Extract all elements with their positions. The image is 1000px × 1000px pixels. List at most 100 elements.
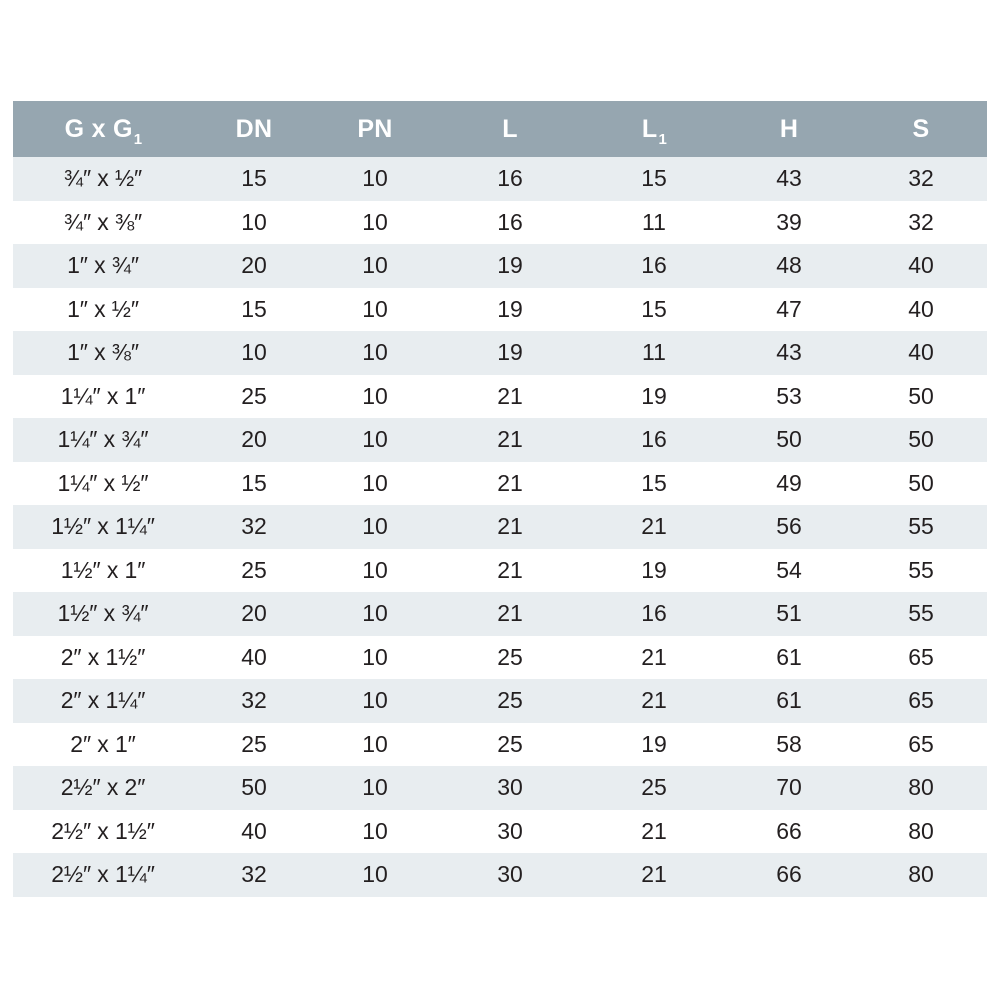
cell-h: 43 [776, 339, 802, 366]
cell-dn: 20 [241, 600, 267, 627]
column-header-subscript: 1 [658, 130, 668, 148]
column-header-gxg: G x G1 [13, 101, 193, 157]
cell-pn: 10 [362, 252, 388, 279]
cell-gxg: ¾″ x ½″ [63, 165, 143, 192]
cell-s: 80 [908, 861, 934, 888]
cell-pn: 10 [362, 469, 388, 496]
table-row: 1¼″ x 1″ 25 10 21 19 53 50 [13, 374, 987, 418]
cell-gxg: 1″ x ⅜″ [67, 339, 139, 366]
table-header: G x G1 DN PN L L1 H S [13, 101, 987, 157]
cell-pn: 10 [362, 295, 388, 322]
cell-s: 55 [908, 556, 934, 583]
cell-pn: 10 [362, 600, 388, 627]
cell-h: 39 [776, 208, 802, 235]
table-row: ¾″ x ⅜″ 10 10 16 11 39 32 [13, 200, 987, 244]
cell-s: 32 [908, 165, 934, 192]
cell-l1: 15 [641, 469, 667, 496]
cell-gxg: ¾″ x ⅜″ [63, 208, 143, 235]
cell-gxg: 1½″ x ¾″ [57, 600, 149, 627]
cell-l1: 16 [641, 600, 667, 627]
table-row: 2″ x 1″ 25 10 25 19 58 65 [13, 722, 987, 766]
table-row: 2″ x 1¼″ 32 10 25 21 61 65 [13, 679, 987, 723]
cell-dn: 20 [241, 426, 267, 453]
cell-l: 21 [497, 600, 523, 627]
column-header-label: L [641, 114, 658, 143]
column-header-label: L [502, 114, 518, 143]
cell-dn: 25 [241, 556, 267, 583]
table-row: 1″ x ½″ 15 10 19 15 47 40 [13, 287, 987, 331]
cell-l: 16 [497, 165, 523, 192]
cell-l: 19 [497, 295, 523, 322]
cell-s: 65 [908, 687, 934, 714]
cell-pn: 10 [362, 774, 388, 801]
cell-s: 55 [908, 600, 934, 627]
cell-l1: 11 [642, 208, 666, 235]
cell-l: 21 [497, 556, 523, 583]
cell-l1: 21 [641, 687, 667, 714]
cell-pn: 10 [362, 513, 388, 540]
cell-dn: 15 [241, 469, 267, 496]
cell-pn: 10 [362, 556, 388, 583]
cell-pn: 10 [362, 643, 388, 670]
column-header-dn: DN [193, 101, 315, 157]
column-header-h: H [723, 101, 855, 157]
cell-l1: 21 [641, 513, 667, 540]
cell-dn: 40 [241, 643, 267, 670]
cell-dn: 10 [241, 339, 267, 366]
cell-h: 49 [776, 469, 802, 496]
cell-dn: 32 [241, 513, 267, 540]
cell-l: 30 [497, 861, 523, 888]
specification-table-container: G x G1 DN PN L L1 H S ¾″ x ½″ 15 10 16 15 43 32 ¾″ x … [13, 101, 987, 897]
column-header-label: G x G [64, 114, 133, 143]
cell-dn: 50 [241, 774, 267, 801]
column-header-label: PN [357, 114, 393, 143]
cell-h: 48 [776, 252, 802, 279]
column-header-l: L [435, 101, 585, 157]
table-row: 1¼″ x ¾″ 20 10 21 16 50 50 [13, 418, 987, 462]
cell-gxg: 2½″ x 1½″ [51, 817, 155, 844]
cell-pn: 10 [362, 730, 388, 757]
cell-l1: 21 [641, 817, 667, 844]
cell-l: 19 [497, 339, 523, 366]
cell-dn: 15 [241, 295, 267, 322]
cell-gxg: 2½″ x 2″ [60, 774, 146, 801]
cell-l: 21 [497, 382, 523, 409]
cell-h: 70 [776, 774, 802, 801]
cell-dn: 25 [241, 382, 267, 409]
cell-l1: 21 [641, 861, 667, 888]
cell-pn: 10 [362, 861, 388, 888]
table-row: 2½″ x 1¼″ 32 10 30 21 66 80 [13, 853, 987, 897]
cell-l: 30 [497, 817, 523, 844]
cell-h: 43 [776, 165, 802, 192]
table-row: 1½″ x 1″ 25 10 21 19 54 55 [13, 548, 987, 592]
cell-dn: 20 [241, 252, 267, 279]
cell-h: 53 [776, 382, 802, 409]
table-row: 1″ x ¾″ 20 10 19 16 48 40 [13, 244, 987, 288]
cell-l1: 11 [642, 339, 666, 366]
cell-l1: 15 [641, 165, 667, 192]
cell-l: 19 [497, 252, 523, 279]
cell-l1: 19 [641, 382, 667, 409]
cell-s: 50 [908, 382, 934, 409]
cell-pn: 10 [362, 339, 388, 366]
cell-gxg: 1½″ x 1¼″ [51, 513, 155, 540]
cell-pn: 10 [362, 426, 388, 453]
cell-dn: 15 [241, 165, 267, 192]
cell-l: 25 [497, 730, 523, 757]
column-header-s: S [855, 101, 987, 157]
cell-s: 55 [908, 513, 934, 540]
cell-l: 16 [497, 208, 523, 235]
cell-l: 30 [497, 774, 523, 801]
cell-s: 50 [908, 426, 934, 453]
specification-table: G x G1 DN PN L L1 H S ¾″ x ½″ 15 10 16 15 43 32 ¾″ x … [13, 101, 987, 897]
cell-h: 66 [776, 861, 802, 888]
table-row: ¾″ x ½″ 15 10 16 15 43 32 [13, 157, 987, 201]
cell-l1: 16 [641, 426, 667, 453]
cell-pn: 10 [362, 165, 388, 192]
cell-h: 47 [776, 295, 802, 322]
cell-pn: 10 [362, 208, 388, 235]
cell-dn: 40 [241, 817, 267, 844]
cell-h: 56 [776, 513, 802, 540]
cell-gxg: 1¼″ x 1″ [60, 382, 146, 409]
column-header-subscript: 1 [133, 130, 143, 148]
